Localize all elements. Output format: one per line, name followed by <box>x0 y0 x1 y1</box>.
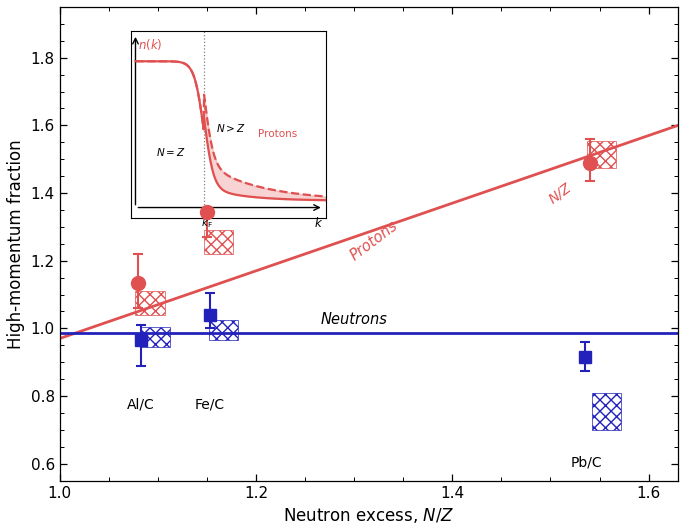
Text: Fe/C: Fe/C <box>195 398 225 412</box>
Text: Al/C: Al/C <box>127 398 155 412</box>
X-axis label: Neutron excess, $N/Z$: Neutron excess, $N/Z$ <box>283 506 455 525</box>
Bar <box>587 140 616 168</box>
Text: Protons: Protons <box>347 218 401 263</box>
Y-axis label: High-momentum fraction: High-momentum fraction <box>7 139 25 348</box>
Bar <box>140 327 170 347</box>
Text: N/Z: N/Z <box>546 180 574 206</box>
Bar <box>204 230 234 254</box>
Text: Pb/C: Pb/C <box>571 455 603 469</box>
Bar <box>209 320 238 340</box>
Bar <box>592 393 621 430</box>
Text: Neutrons: Neutrons <box>321 312 388 327</box>
Bar <box>135 291 164 315</box>
